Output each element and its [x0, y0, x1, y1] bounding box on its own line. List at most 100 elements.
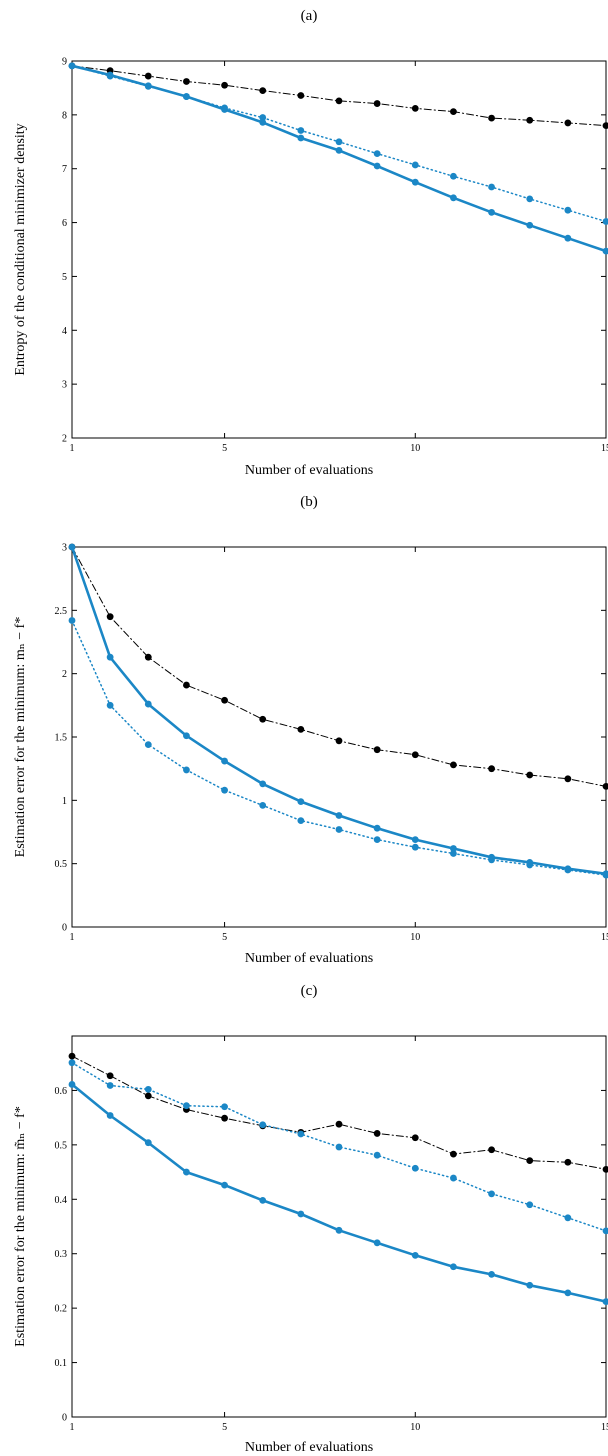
y-tick-label: 3 — [62, 380, 67, 391]
data-point — [564, 206, 572, 214]
x-tick-label: 10 — [410, 1422, 420, 1433]
data-point — [373, 746, 381, 754]
data-point — [411, 836, 419, 843]
data-point — [450, 850, 457, 857]
data-point — [335, 812, 343, 819]
data-point — [335, 1226, 343, 1234]
data-point — [450, 172, 457, 180]
data-point — [411, 1134, 419, 1142]
data-point — [373, 100, 381, 107]
data-point — [144, 1085, 152, 1093]
data-point — [488, 183, 495, 191]
data-point — [450, 1263, 457, 1271]
data-point — [297, 1210, 305, 1218]
data-point — [183, 78, 190, 85]
data-point — [335, 737, 343, 745]
x-tick-label: 1 — [70, 1422, 75, 1433]
x-tick-label: 5 — [222, 932, 227, 943]
data-point — [335, 147, 343, 154]
data-point — [106, 1072, 114, 1080]
data-point — [68, 1059, 76, 1067]
data-point — [602, 122, 608, 130]
y-axis-label: Estimation error for the minimum: mₙ − f… — [13, 617, 28, 858]
data-point — [221, 696, 228, 704]
data-point — [259, 1196, 267, 1204]
series-line — [70, 545, 608, 876]
data-point — [564, 775, 572, 783]
data-point — [183, 1102, 190, 1110]
data-point — [335, 1120, 343, 1128]
series-solid — [68, 543, 608, 878]
data-point — [106, 1112, 114, 1119]
data-point — [526, 771, 534, 779]
data-point — [259, 802, 267, 809]
panel-label: (b) — [300, 494, 318, 510]
y-tick-label: 0.4 — [55, 1195, 68, 1206]
x-axis-label: Number of evaluations — [245, 1440, 373, 1455]
x-tick-label: 15 — [601, 932, 608, 943]
y-tick-label: 5 — [62, 272, 67, 283]
data-point — [106, 653, 114, 661]
data-point — [564, 865, 572, 873]
data-point — [259, 1121, 267, 1129]
data-point — [221, 106, 228, 113]
y-tick-label: 2 — [62, 434, 67, 445]
data-point — [564, 1289, 572, 1297]
data-point — [488, 114, 495, 122]
data-point — [411, 161, 419, 169]
data-point — [450, 194, 457, 202]
data-point — [221, 757, 228, 765]
series-solid — [68, 1081, 608, 1306]
y-tick-label: 7 — [62, 164, 67, 175]
data-point — [526, 195, 534, 203]
data-point — [373, 150, 381, 158]
data-point — [602, 247, 608, 255]
data-point — [183, 681, 190, 689]
data-point — [488, 1270, 495, 1278]
data-point — [526, 221, 534, 229]
data-point — [450, 1174, 457, 1182]
data-point — [297, 1130, 305, 1138]
data-point — [602, 1298, 608, 1306]
plot-frame — [71, 546, 607, 928]
y-tick-label: 0.2 — [55, 1304, 68, 1315]
y-tick-label: 6 — [62, 218, 67, 229]
data-point — [144, 82, 152, 90]
data-point — [411, 751, 419, 759]
data-point — [183, 93, 190, 100]
data-point — [68, 62, 76, 70]
data-point — [68, 543, 76, 551]
data-point — [488, 853, 495, 861]
data-point — [373, 836, 381, 843]
data-point — [411, 104, 419, 112]
data-point — [526, 859, 534, 866]
data-point — [221, 81, 228, 89]
data-point — [259, 114, 267, 121]
data-point — [373, 162, 381, 170]
series-line — [71, 546, 607, 787]
data-point — [526, 1157, 534, 1165]
series-dashdot — [68, 543, 608, 790]
data-point — [106, 613, 114, 621]
data-point — [221, 786, 228, 794]
data-point — [68, 617, 76, 624]
data-point — [183, 732, 190, 740]
data-point — [373, 824, 381, 832]
data-point — [411, 1251, 419, 1259]
data-point — [297, 817, 305, 824]
data-point — [526, 1201, 534, 1209]
series-line — [71, 1055, 607, 1170]
data-point — [335, 826, 343, 833]
data-point — [564, 119, 572, 127]
y-tick-label: 8 — [62, 110, 67, 121]
y-axis-label: Estimation error for the minimum: m̃ₙ − … — [13, 1106, 28, 1347]
chart-1: (a)15101523456789Number of evaluationsEn… — [13, 8, 608, 478]
y-tick-label: 0.3 — [55, 1249, 68, 1260]
data-point — [106, 71, 114, 79]
series-dashdot — [68, 1052, 608, 1173]
x-axis-label: Number of evaluations — [245, 463, 373, 478]
plot-frame — [71, 60, 607, 439]
x-tick-label: 10 — [410, 443, 420, 454]
data-point — [526, 1281, 534, 1289]
